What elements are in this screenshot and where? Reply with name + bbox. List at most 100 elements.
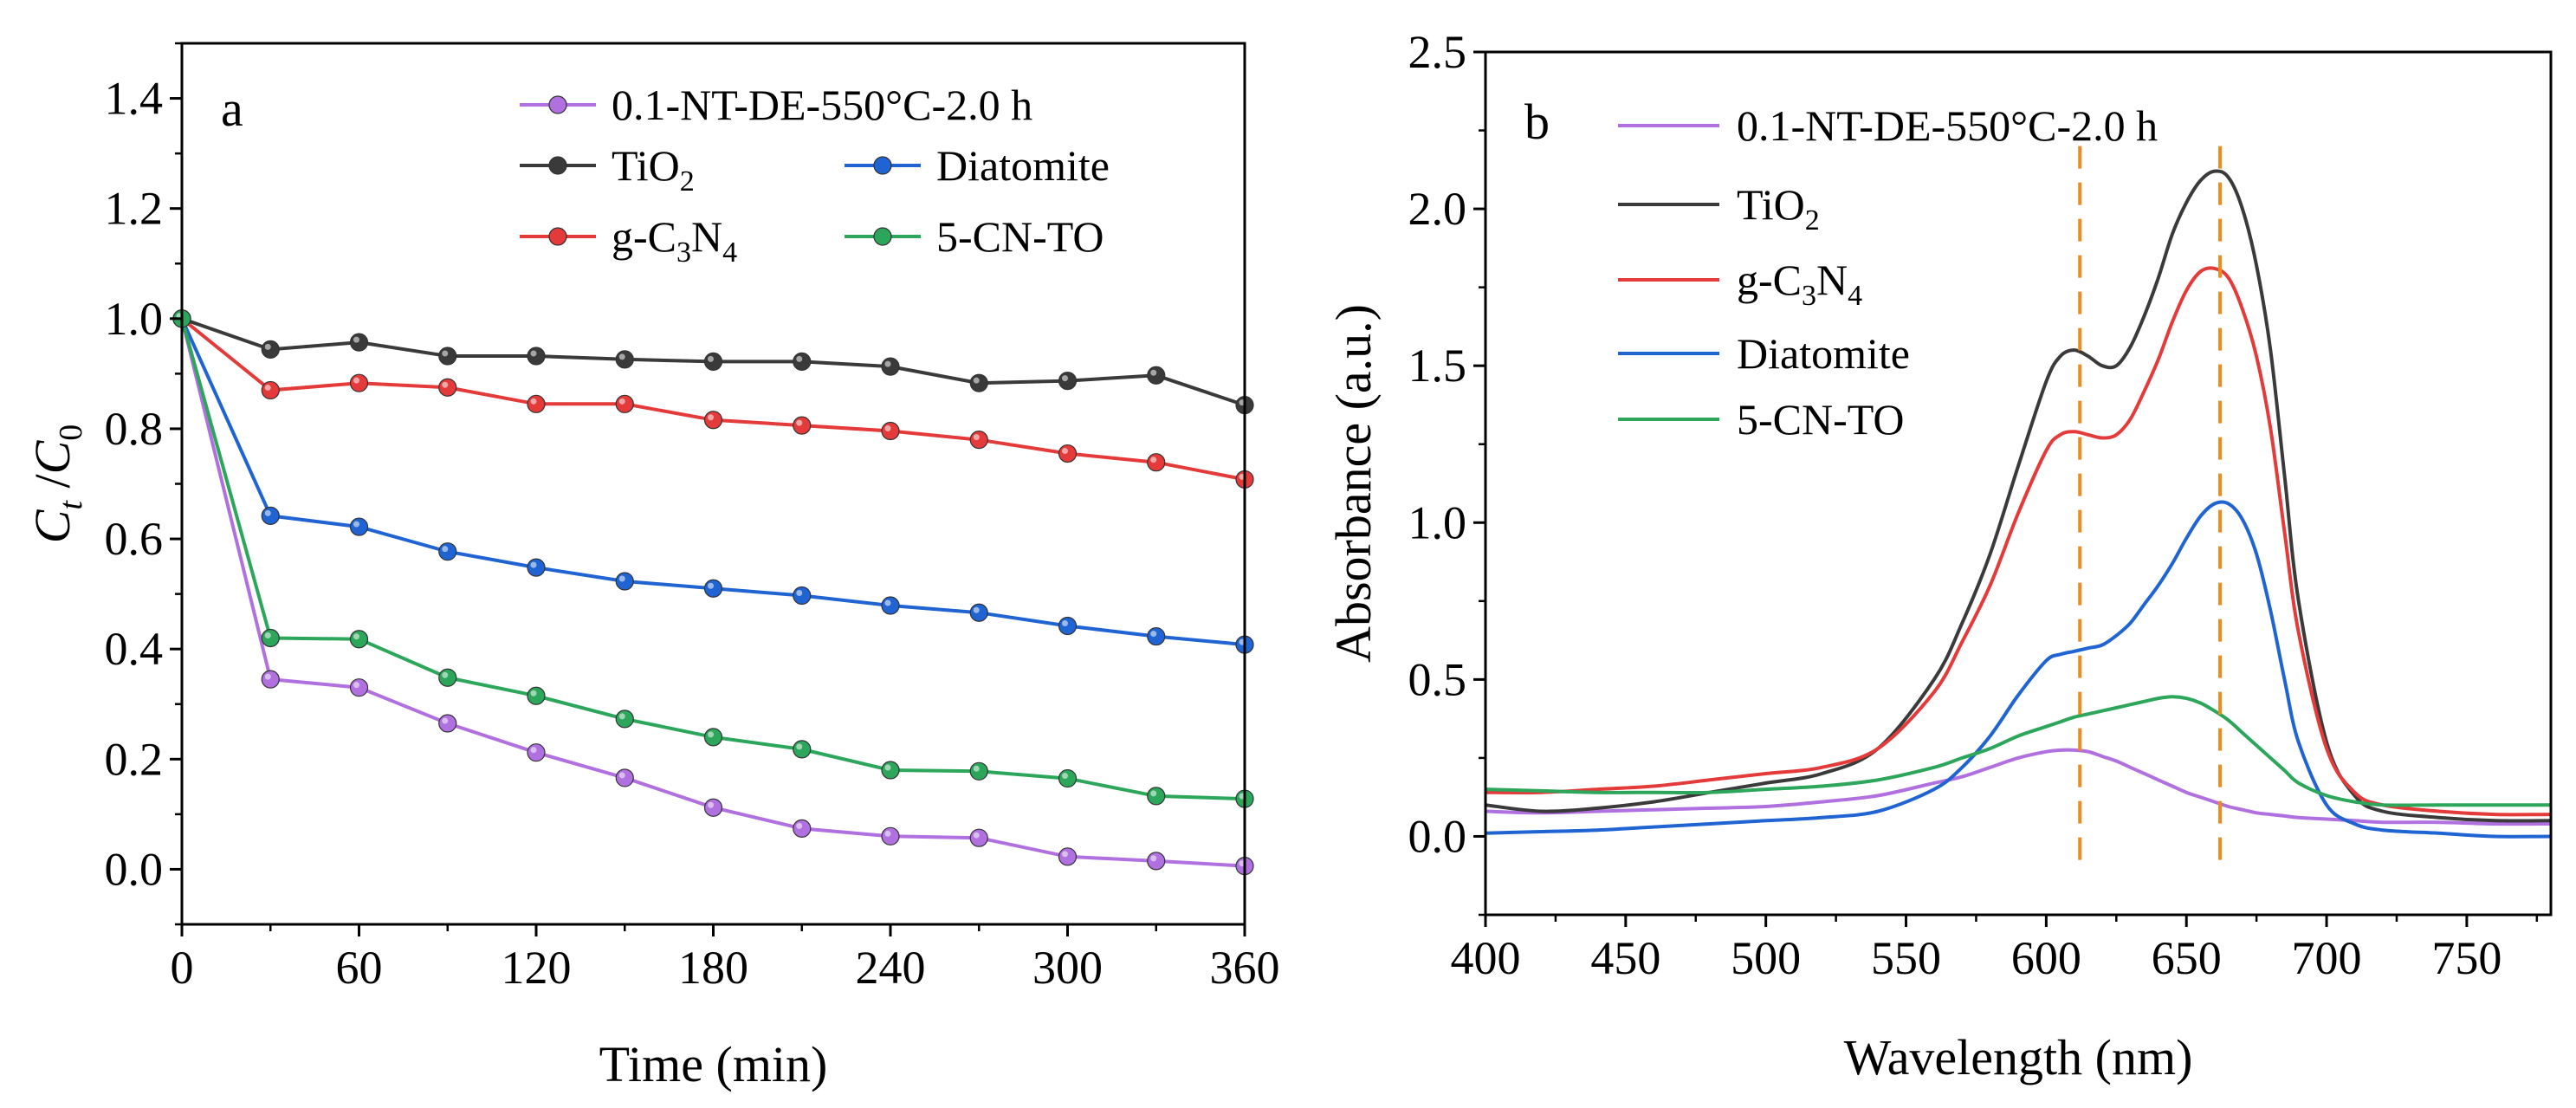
y-tick-label: 1.0 <box>1408 496 1467 548</box>
series-point-0 <box>1058 847 1078 866</box>
series-point-0 <box>615 768 634 787</box>
x-tick-label: 750 <box>2431 932 2502 984</box>
point-highlight <box>708 801 714 808</box>
series-point-4 <box>438 668 457 687</box>
point-highlight <box>708 582 714 589</box>
point-highlight <box>442 717 449 724</box>
point-highlight <box>530 747 537 754</box>
point-highlight <box>353 633 359 640</box>
series-line-4 <box>180 318 1246 801</box>
series-point-4 <box>1058 768 1078 788</box>
series-point-2 <box>1058 616 1078 636</box>
series-point-2 <box>615 572 634 591</box>
legend-label-part: 2 <box>1805 204 1820 237</box>
point-highlight <box>264 673 271 680</box>
point-highlight <box>618 398 625 405</box>
point-highlight <box>1150 369 1157 376</box>
series-point-2 <box>703 579 723 598</box>
legend-label-part: 4 <box>722 237 737 269</box>
legend-label: g-C3N4 <box>1737 256 1862 312</box>
point-highlight <box>618 772 625 779</box>
series-point-1 <box>527 347 546 366</box>
series-point-2 <box>969 603 988 622</box>
point-highlight <box>264 509 271 516</box>
series-point-1 <box>703 352 723 371</box>
series-point-1 <box>261 340 280 360</box>
chart-panel-a: 0 60 120 180 240 300 3600.00.20.40.60.81.01.21… <box>24 42 1280 1092</box>
point-highlight <box>973 606 980 613</box>
point-highlight <box>796 743 803 750</box>
x-axis-title: Time (min) <box>599 1036 828 1092</box>
spectrum-line-3 <box>1485 500 2551 839</box>
y-tick-label: 1.5 <box>1408 340 1467 392</box>
x-tick-label: 60 <box>336 942 383 994</box>
series-point-3 <box>527 394 546 413</box>
series-point-1 <box>438 347 457 366</box>
y-tick-label: 0.6 <box>105 513 164 565</box>
series-point-3 <box>438 378 457 397</box>
point-highlight <box>884 830 891 837</box>
y-tick-label: 0.8 <box>105 403 164 455</box>
legend-marker <box>548 156 567 175</box>
series-point-0 <box>1147 852 1166 871</box>
point-highlight <box>1150 855 1157 862</box>
point-highlight <box>618 353 625 360</box>
series-point-1 <box>881 357 900 376</box>
legend-label: Diatomite <box>1737 329 1910 378</box>
point-highlight <box>884 360 891 367</box>
legend-label-part: N <box>691 212 722 261</box>
point-highlight <box>530 350 537 357</box>
series-point-2 <box>1147 626 1166 646</box>
legend-label: g-C3N4 <box>612 212 737 269</box>
point-highlight <box>353 682 359 689</box>
series-point-4 <box>349 630 369 649</box>
series-point-2 <box>438 542 457 561</box>
x-tick-label: 400 <box>1451 932 1521 984</box>
legend-label-part: 5-CN-TO <box>1737 395 1905 444</box>
point-highlight <box>264 632 271 638</box>
legend-label: 5-CN-TO <box>1737 395 1905 444</box>
y-axis-title-part: C <box>24 439 81 474</box>
series-point-3 <box>615 394 634 413</box>
series-point-0 <box>261 670 280 689</box>
legend-marker <box>873 227 892 246</box>
series-point-2 <box>261 506 280 525</box>
y-tick-label: 0.5 <box>1408 653 1467 705</box>
x-tick-label: 650 <box>2152 932 2222 984</box>
point-highlight <box>442 546 449 553</box>
y-tick-label: 0.4 <box>105 623 164 675</box>
point-highlight <box>973 832 980 839</box>
series-point-4 <box>703 728 723 747</box>
point-highlight <box>1062 375 1068 382</box>
series-point-4 <box>881 761 900 780</box>
point-highlight <box>796 355 803 362</box>
point-highlight <box>884 764 891 771</box>
point-highlight <box>708 414 714 421</box>
series-point-0 <box>527 743 546 762</box>
series-point-1 <box>349 333 369 352</box>
legend-label: TiO2 <box>612 141 695 198</box>
legend-marker <box>873 156 892 175</box>
legend-label-part: TiO <box>612 141 680 190</box>
series-point-3 <box>703 411 723 430</box>
series-point-4 <box>261 628 280 648</box>
series-point-0 <box>349 678 369 697</box>
chart-panel-b: 400 450 500 550 600 650 700 750 0.0 0.5 1.0 1.5 2.0 2… <box>1325 26 2553 1085</box>
point-highlight <box>1150 790 1157 797</box>
point-highlight <box>530 561 537 568</box>
series-point-3 <box>1058 444 1078 463</box>
point-highlight <box>884 424 891 431</box>
point-highlight <box>708 355 714 362</box>
y-tick-label: 1.4 <box>105 73 164 125</box>
x-tick-label: 500 <box>1731 932 1801 984</box>
point-highlight <box>1062 851 1068 858</box>
series-point-1 <box>969 373 988 392</box>
legend-label-part: g-C <box>1737 256 1802 304</box>
point-highlight <box>796 822 803 829</box>
point-highlight <box>618 713 625 720</box>
series-point-1 <box>1147 366 1166 385</box>
spectrum-line-0 <box>1485 748 2551 826</box>
y-tick-label: 2.0 <box>1408 183 1467 235</box>
point-highlight <box>973 434 980 441</box>
